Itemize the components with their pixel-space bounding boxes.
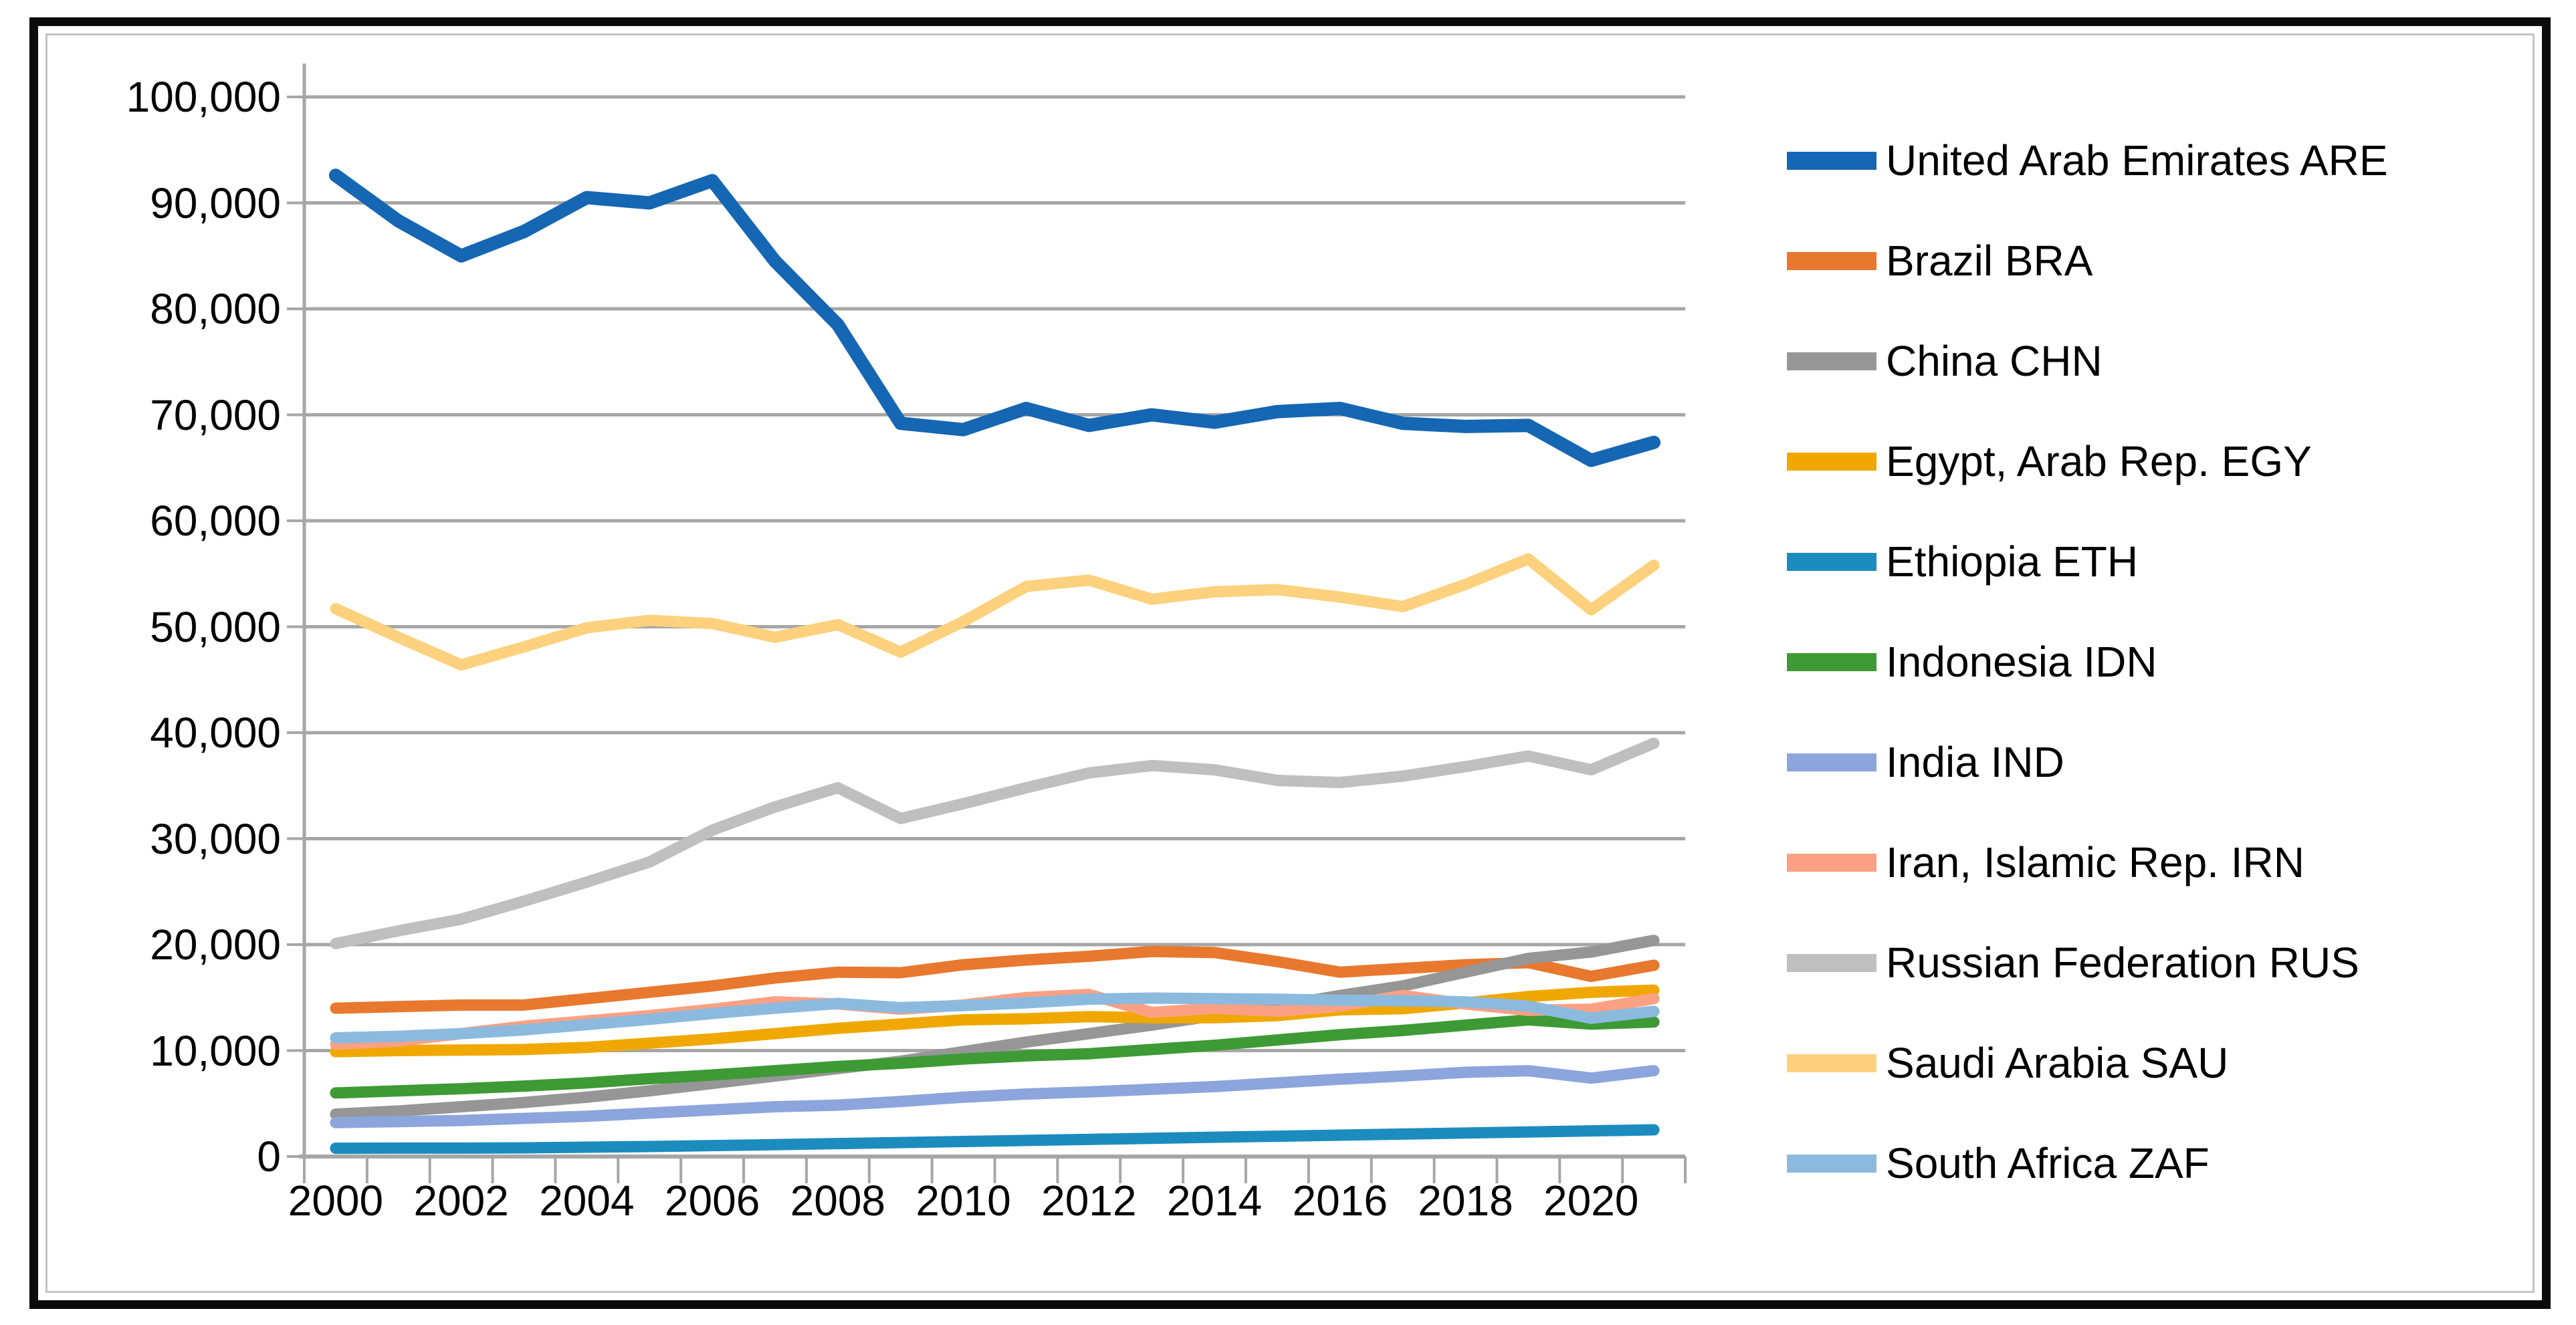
legend-label-irn: Iran, Islamic Rep. IRN [1886,838,2304,886]
y-tick-label: 70,000 [150,390,281,439]
legend-item-zaf: South Africa ZAF [1787,1113,2210,1213]
x-tick-label: 2008 [790,1177,886,1225]
series-line-idn [330,1014,1660,1099]
legend-swatch-eth [1787,552,1876,571]
y-tick-label: 80,000 [150,285,281,333]
legend-label-eth: Ethiopia ETH [1886,537,2139,586]
x-tick-label: 2006 [664,1177,760,1225]
x-tick-label: 2004 [539,1177,635,1225]
x-tick-label: 2016 [1292,1177,1388,1225]
legend-swatch-idn [1787,652,1876,671]
legend-item-rus: Russian Federation RUS [1787,913,2359,1013]
legend-label-are: United Arab Emirates ARE [1886,136,2388,185]
legend-label-egy: Egypt, Arab Rep. EGY [1886,437,2312,485]
y-tick-label: 30,000 [150,814,281,863]
legend-label-chn: China CHN [1886,337,2103,385]
legend-label-rus: Russian Federation RUS [1886,939,2359,987]
legend-item-idn: Indonesia IDN [1787,612,2157,712]
legend-item-are: United Arab Emirates ARE [1787,110,2388,211]
legend-swatch-rus [1787,953,1876,972]
legend-label-zaf: South Africa ZAF [1886,1139,2210,1187]
x-tick-label: 2000 [288,1177,384,1225]
legend-item-eth: Ethiopia ETH [1787,511,2138,612]
y-tick-label: 90,000 [150,178,281,227]
y-tick-label: 20,000 [150,921,281,969]
x-tick-label: 2010 [916,1177,1011,1225]
series-line-sau [330,553,1660,671]
legend-swatch-ind [1787,753,1876,771]
x-tick-label: 2020 [1543,1177,1639,1225]
series-line-are [328,168,1661,467]
legend-label-idn: Indonesia IDN [1886,638,2157,686]
legend-swatch-are [1787,151,1876,170]
x-tick-label: 2002 [413,1177,509,1225]
legend-swatch-irn [1787,853,1876,872]
x-tick-label: 2018 [1418,1177,1513,1225]
legend-item-irn: Iran, Islamic Rep. IRN [1787,812,2304,913]
legend-swatch-chn [1787,352,1876,370]
series-line-ind [330,1065,1660,1128]
legend-swatch-sau [1787,1054,1876,1072]
y-tick-label: 0 [257,1132,281,1181]
legend-label-bra: Brazil BRA [1886,237,2093,285]
y-tick-label: 50,000 [150,602,281,651]
legend-label-ind: India IND [1886,738,2064,786]
legend-item-egy: Egypt, Arab Rep. EGY [1787,411,2312,511]
y-tick-label: 40,000 [150,709,281,757]
legend-item-sau: Saudi Arabia SAU [1787,1013,2228,1113]
series-line-rus [330,737,1660,949]
x-tick-label: 2012 [1041,1177,1137,1225]
legend-item-ind: India IND [1787,712,2064,812]
legend-swatch-egy [1787,452,1876,471]
series-line-zaf [330,992,1660,1044]
y-tick-label: 100,000 [126,73,281,121]
legend-label-sau: Saudi Arabia SAU [1886,1039,2229,1087]
legend-item-bra: Brazil BRA [1787,211,2092,311]
series-line-eth [330,1124,1660,1155]
legend-swatch-zaf [1787,1154,1876,1173]
legend-swatch-bra [1787,251,1876,270]
legend-item-chn: China CHN [1787,311,2103,411]
y-tick-label: 10,000 [150,1026,281,1075]
series-line-bra [330,945,1660,1014]
y-tick-label: 60,000 [150,497,281,545]
series-line-chn [330,935,1660,1120]
x-tick-label: 2014 [1166,1177,1263,1225]
